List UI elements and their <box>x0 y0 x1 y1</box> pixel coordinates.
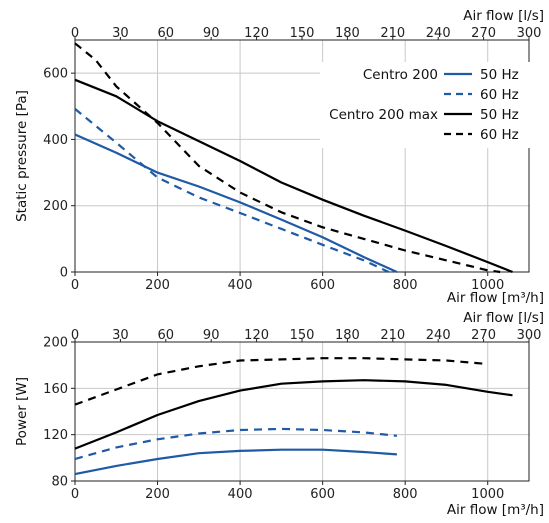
x-axis-label: Air flow [m³/h] <box>447 502 544 518</box>
x-tick-label: 800 <box>393 487 418 502</box>
y-tick-label: 80 <box>51 475 68 490</box>
series-line-centro-200-max-50-hz <box>74 78 513 274</box>
x-tick-label: 200 <box>145 278 170 293</box>
y-axis-label: Power [W] <box>14 377 30 446</box>
x2-tick-label: 30 <box>112 328 129 343</box>
series-line-centro-200-max-60-hz <box>74 357 488 406</box>
x2-tick-label: 240 <box>426 26 451 41</box>
series-line-centro-200-max-60-hz <box>74 42 501 274</box>
x2-tick-label: 150 <box>290 26 315 41</box>
series-line-centro-200-60-hz <box>74 108 390 273</box>
legend-speed-label: 60 Hz <box>480 127 519 143</box>
x-tick-label: 600 <box>310 487 335 502</box>
legend-product-label: Centro 200 <box>363 67 438 83</box>
x-tick-label: 0 <box>71 278 79 293</box>
x2-tick-label: 180 <box>335 26 360 41</box>
x2-tick-label: 120 <box>244 328 269 343</box>
x-tick-label: 400 <box>228 487 253 502</box>
series-line-centro-200-60-hz <box>74 427 398 461</box>
y-tick-label: 400 <box>43 133 68 148</box>
y-tick-label: 160 <box>43 382 68 397</box>
x2-tick-label: 270 <box>471 328 496 343</box>
series-line-centro-200-50-hz <box>74 448 397 476</box>
legend-box <box>320 62 530 148</box>
x2-tick-label: 30 <box>112 26 129 41</box>
x2-tick-label: 120 <box>244 26 269 41</box>
x2-tick-label: 150 <box>290 328 315 343</box>
x2-tick-label: 60 <box>158 26 175 41</box>
legend-speed-label: 50 Hz <box>480 107 519 123</box>
x-tick-label: 400 <box>228 278 253 293</box>
x2-tick-label: 210 <box>380 328 405 343</box>
x2-tick-label: 60 <box>158 328 175 343</box>
y-axis-label: Static pressure [Pa] <box>14 90 30 222</box>
x2-tick-label: 270 <box>471 26 496 41</box>
x2-tick-label: 300 <box>517 26 542 41</box>
y-tick-label: 120 <box>43 428 68 443</box>
x2-tick-label: 210 <box>380 26 405 41</box>
x2-tick-label: 300 <box>517 328 542 343</box>
static-pressure-chart: 0 200 400 600 800 1000 0 30 60 90 120 150 180 210 240 2… <box>14 8 544 306</box>
x-tick-label: 1000 <box>471 278 504 293</box>
plot-frame <box>74 341 530 482</box>
x2-tick-label: 0 <box>71 26 79 41</box>
legend-speed-label: 50 Hz <box>480 67 519 83</box>
y-tick-label: 200 <box>43 336 68 351</box>
y-tick-label: 0 <box>60 266 68 281</box>
x-axis-label: Air flow [m³/h] <box>447 290 544 306</box>
x-tick-label: 0 <box>71 487 79 502</box>
x2-tick-label: 90 <box>203 26 220 41</box>
series-line-centro-200-50-hz <box>74 133 398 274</box>
x-tick-label: 600 <box>310 278 335 293</box>
x-tick-label: 800 <box>393 278 418 293</box>
legend-speed-label: 60 Hz <box>480 87 519 103</box>
y-tick-label: 600 <box>43 67 68 82</box>
x2-axis-label: Air flow [l/s] <box>463 8 544 24</box>
x2-tick-label: 0 <box>71 328 79 343</box>
series-line-centro-200-max-50-hz <box>74 379 513 450</box>
x2-tick-label: 240 <box>426 328 451 343</box>
x2-tick-label: 180 <box>335 328 360 343</box>
y-tick-label: 200 <box>43 199 68 214</box>
x2-axis-label: Air flow [l/s] <box>463 310 544 326</box>
x-tick-label: 200 <box>145 487 170 502</box>
x-tick-label: 1000 <box>471 487 504 502</box>
legend-product-label: Centro 200 max <box>329 107 438 123</box>
x2-tick-label: 90 <box>203 328 220 343</box>
